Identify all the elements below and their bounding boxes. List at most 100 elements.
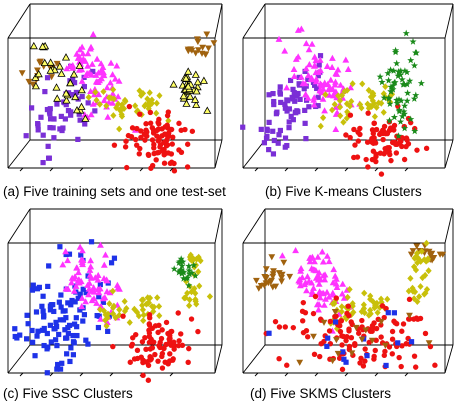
data-point	[145, 377, 152, 383]
data-point	[77, 102, 86, 110]
data-point	[400, 110, 408, 118]
data-point	[347, 134, 353, 141]
data-point	[191, 285, 198, 292]
data-point	[170, 134, 176, 140]
data-point	[270, 128, 276, 134]
data-point	[102, 316, 109, 324]
data-point	[96, 313, 102, 319]
data-point	[203, 31, 211, 38]
data-point	[342, 56, 350, 63]
data-point	[68, 112, 74, 118]
data-point	[122, 144, 129, 150]
data-point	[405, 141, 412, 147]
data-point	[79, 261, 86, 268]
data-point	[191, 70, 200, 78]
data-point	[315, 73, 321, 79]
data-point	[184, 67, 193, 75]
data-point	[299, 318, 306, 324]
data-point	[115, 100, 122, 108]
data-point	[304, 94, 312, 101]
data-point	[77, 85, 86, 94]
data-point	[161, 345, 167, 351]
data-point	[35, 121, 41, 127]
data-point	[76, 46, 84, 53]
data-point	[134, 107, 141, 115]
data-point	[50, 116, 57, 122]
data-point	[407, 115, 415, 123]
data-point	[269, 271, 277, 278]
data-point	[310, 333, 317, 340]
data-point	[348, 319, 354, 325]
data-point	[261, 274, 269, 281]
data-point	[367, 306, 374, 314]
data-point	[134, 347, 141, 353]
data-point	[68, 302, 74, 308]
data-point	[154, 294, 161, 301]
data-point	[48, 339, 54, 345]
data-point	[186, 345, 192, 352]
data-point	[398, 75, 406, 83]
data-point	[253, 277, 260, 284]
axis-tick	[109, 167, 114, 172]
data-point	[115, 77, 123, 84]
data-point	[93, 299, 100, 306]
data-point	[192, 289, 199, 297]
data-point	[94, 271, 102, 278]
data-point	[57, 69, 66, 77]
data-point	[414, 259, 421, 267]
data-point	[372, 347, 378, 354]
data-point	[159, 350, 166, 357]
data-point	[325, 293, 333, 300]
data-point	[191, 95, 200, 103]
data-point	[62, 308, 68, 314]
data-point	[360, 301, 367, 309]
data-point	[262, 266, 270, 273]
data-point	[143, 359, 150, 365]
data-point	[12, 326, 18, 332]
data-point	[373, 325, 380, 332]
data-point	[35, 127, 41, 133]
data-point	[89, 30, 97, 38]
data-point	[286, 125, 292, 131]
data-point	[156, 136, 162, 143]
data-point	[331, 81, 339, 88]
data-point	[79, 93, 85, 100]
data-point	[146, 333, 153, 340]
data-point	[130, 335, 136, 341]
data-point	[144, 294, 151, 301]
data-point	[57, 366, 64, 372]
data-point	[88, 297, 96, 304]
data-point	[356, 330, 362, 336]
data-point	[31, 81, 40, 90]
data-point	[97, 281, 103, 288]
data-point	[332, 88, 340, 95]
data-point	[277, 84, 283, 90]
data-point	[81, 111, 89, 118]
data-point	[139, 306, 146, 314]
data-point	[25, 78, 33, 85]
data-point	[79, 256, 87, 263]
data-point	[110, 302, 117, 310]
data-point	[319, 258, 327, 265]
data-point	[81, 84, 88, 90]
data-point	[306, 254, 313, 261]
data-point	[341, 88, 348, 95]
axis-tick	[19, 372, 24, 377]
box-edge	[242, 139, 266, 169]
data-point	[406, 316, 413, 322]
data-point	[332, 78, 339, 85]
data-point	[170, 265, 178, 272]
data-point	[423, 239, 430, 247]
data-point	[373, 126, 380, 133]
data-point	[111, 255, 118, 261]
data-point	[87, 111, 95, 118]
data-point	[282, 101, 288, 107]
data-point	[179, 91, 188, 100]
data-point	[46, 155, 52, 161]
data-point	[360, 305, 367, 312]
data-point	[185, 262, 193, 270]
data-point	[54, 101, 60, 107]
data-point	[382, 83, 389, 90]
data-point	[108, 260, 115, 266]
data-point	[147, 346, 153, 352]
